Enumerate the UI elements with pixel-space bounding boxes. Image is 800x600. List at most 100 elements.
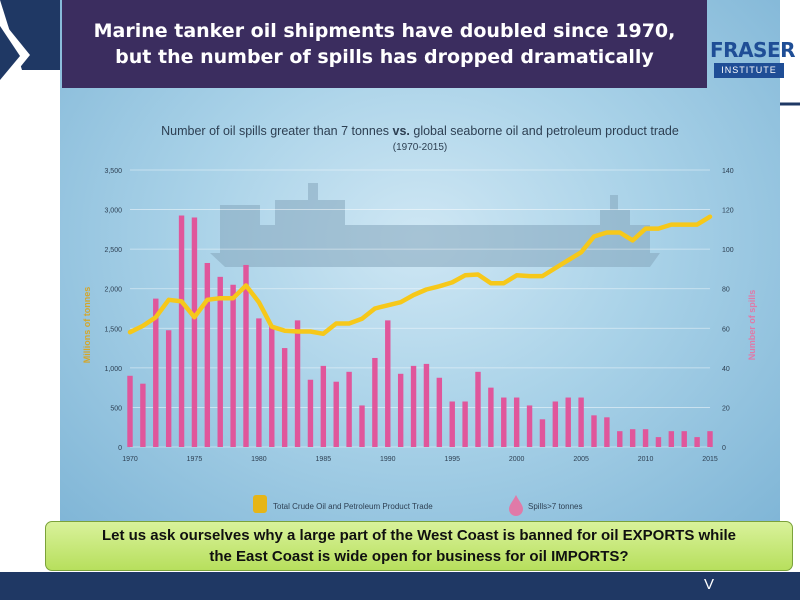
x-tick-label: 1990 [380,456,396,463]
y-right-tick-label: 60 [722,326,730,333]
bar-spills [604,417,610,447]
bar-spills [642,429,649,447]
y-left-tick-label: 1,000 [104,366,122,373]
x-tick-label: 1985 [316,456,332,463]
spills-bars [127,215,713,447]
title-banner: Marine tanker oil shipments have doubled… [62,0,707,88]
bar-spills [256,318,262,447]
bar-spills [269,326,275,447]
series-line-trade [127,214,713,337]
y-left-tick-label: 500 [110,405,122,412]
corner-chevron-outer [0,26,20,80]
legend-item-trade: Total Crude Oil and Petroleum Product Tr… [253,495,433,513]
bar-spills [178,215,185,447]
bar-spills [436,377,443,447]
chart-title-line-2: but the number of spills has dropped dra… [115,46,654,68]
x-tick-label: 1995 [444,456,460,463]
fraser-institute-logo: FRASER INSTITUTE [710,38,796,84]
x-tick-label: 1975 [187,456,203,463]
axes: 0 0 500 20 1,000 40 1,500 60 2,000 80 2,500 100 3,00… [104,168,733,463]
y-right-tick-label: 140 [722,168,734,175]
chart: 0 0 500 20 1,000 40 1,500 60 2,000 80 2,500 100 3,00… [82,168,757,516]
y-right-tick-label: 80 [722,287,730,294]
logo-subline: INSTITUTE [714,63,784,78]
oil-drop-icon [509,495,523,516]
y-left-tick-label: 2,000 [104,287,122,294]
grid [130,169,710,448]
y-left-tick-label: 2,500 [104,247,122,254]
callout-box: Let us ask ourselves why a large part of… [45,521,793,571]
bar-spills [140,383,146,447]
bar-spills [565,397,571,447]
x-tick-label: 1980 [251,456,267,463]
subtitle-vs: vs. [392,124,410,138]
callout-line-2: the East Coast is wide open for business… [209,548,629,565]
legend: Total Crude Oil and Petroleum Product Tr… [253,495,582,516]
bar-spills [526,405,533,447]
subtitle-part-2: global seaborne oil and petroleum produc… [409,124,679,138]
bar-spills [488,387,494,447]
y-left-tick-label: 1,500 [104,326,122,333]
bar-spills [694,437,700,447]
bar-spills [423,363,430,447]
bar-spills [449,401,455,447]
bar-spills [333,381,339,447]
bar-spills [204,262,211,447]
bar-spills [629,429,636,447]
bar-spills [307,379,314,447]
bar-spills [281,348,288,447]
bar-spills [410,365,417,447]
bar-spills [617,431,623,447]
bar-spills [681,431,687,447]
y-right-tick-label: 100 [722,247,734,254]
bar-spills [153,298,159,447]
bar-spills [385,320,391,447]
footer-mark: V [704,576,715,593]
oil-barrel-icon [253,495,267,513]
y-right-axis-label: Number of spills [747,290,757,361]
bar-spills [707,431,713,447]
bar-spills [320,365,327,447]
bar-spills [191,217,198,447]
bar-spills [655,437,662,447]
footer-bar [0,572,800,600]
bar-spills [372,357,378,447]
x-tick-label: 2015 [702,456,718,463]
bar-spills [668,431,675,447]
x-tick-label: 1970 [122,456,138,463]
x-tick-label: 2010 [638,456,654,463]
bar-spills [513,397,520,447]
y-right-tick-label: 40 [722,366,730,373]
callout-line-1: Let us ask ourselves why a large part of… [101,527,737,544]
logo-wordmark: FRASER [710,38,796,62]
legend-item-spills: Spills>7 tonnes [509,495,582,516]
bar-spills [217,276,223,447]
y-left-tick-label: 0 [118,445,122,452]
y-left-tick-label: 3,000 [104,208,122,215]
y-right-tick-label: 0 [722,445,726,452]
tanker-ship-silhouette [210,183,660,267]
corner-chevron-decoration [0,0,60,70]
chart-years-range: (1970-2015) [392,142,448,153]
bar-spills [591,415,597,447]
bar-spills [165,330,172,447]
y-right-tick-label: 120 [722,208,734,215]
y-right-tick-label: 20 [722,405,730,412]
legend-label-spills: Spills>7 tonnes [528,502,582,511]
trade-line [127,214,713,337]
chart-title-line-1: Marine tanker oil shipments have doubled… [93,20,676,42]
bar-spills [359,405,365,447]
bar-spills [501,397,507,447]
bar-spills [539,419,546,447]
bar-spills [346,371,352,447]
bar-spills [552,401,559,447]
x-tick-label: 2000 [509,456,525,463]
subtitle-part-1: Number of oil spills greater than 7 tonn… [161,124,393,138]
legend-label-trade: Total Crude Oil and Petroleum Product Tr… [273,502,433,511]
bar-spills [127,375,133,447]
bar-spills [243,264,249,447]
x-tick-label: 2005 [573,456,589,463]
y-left-axis-label: Millions of tonnes [82,287,92,364]
bar-spills [578,397,584,447]
